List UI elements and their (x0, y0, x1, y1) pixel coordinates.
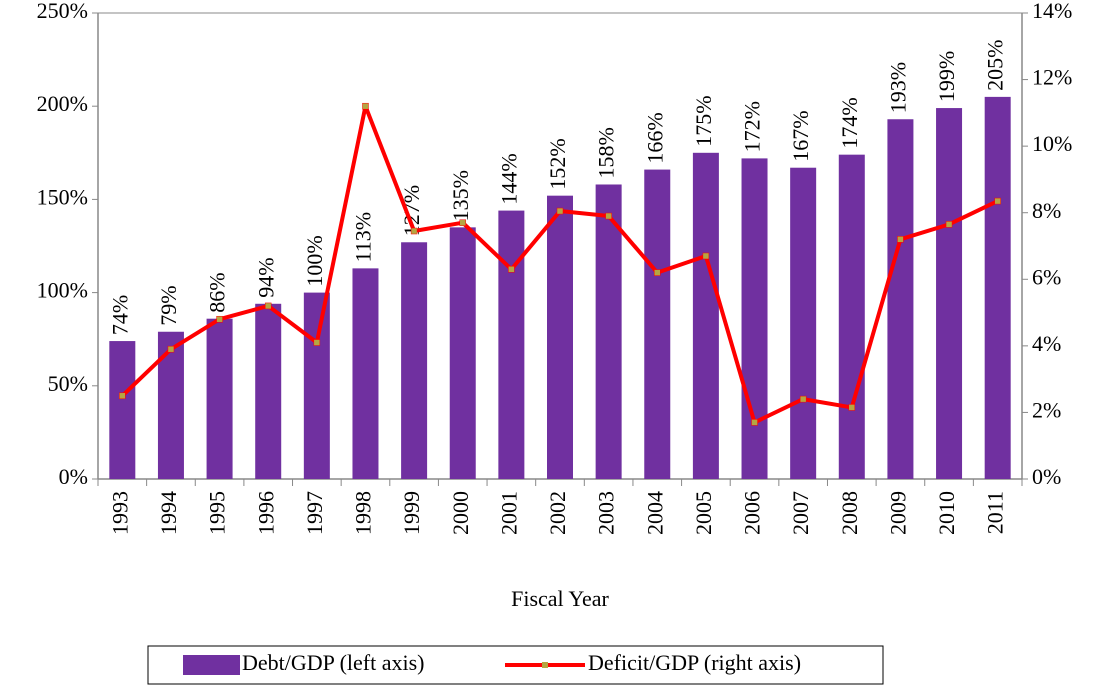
bar (157, 331, 184, 479)
bar (449, 227, 476, 479)
y2-tick-label: 0% (1032, 464, 1061, 489)
data-label: 193% (885, 62, 910, 113)
data-label: 79% (156, 285, 181, 325)
bar (352, 268, 379, 479)
x-tick-label: 1995 (205, 491, 230, 535)
x-tick-label: 2005 (691, 491, 716, 535)
marker (654, 269, 661, 276)
marker (848, 404, 856, 411)
x-tick-label: 2004 (642, 491, 667, 535)
x-tick-label: 1993 (107, 491, 132, 535)
bar (401, 242, 428, 479)
data-label: 205% (983, 40, 1008, 91)
marker (508, 266, 515, 273)
y2-tick-label: 6% (1032, 264, 1061, 289)
bar (790, 167, 817, 479)
x-tick-label: 1998 (351, 491, 376, 535)
marker (119, 392, 126, 400)
data-label: 100% (302, 235, 327, 286)
marker (799, 395, 807, 403)
marker (216, 315, 223, 323)
data-label: 135% (448, 170, 473, 221)
y2-tick-label: 10% (1032, 131, 1072, 156)
x-tick-label: 2010 (934, 491, 959, 535)
data-label: 86% (205, 272, 230, 312)
bar (887, 119, 914, 480)
bar (984, 96, 1011, 479)
bar (109, 341, 136, 479)
data-label: 152% (545, 138, 570, 189)
data-label: 172% (740, 101, 765, 152)
bar (498, 210, 525, 480)
legend-marker (542, 662, 548, 668)
data-label: 167% (788, 110, 813, 161)
data-label: 74% (107, 295, 132, 335)
data-label: 166% (642, 112, 667, 163)
x-tick-label: 2007 (788, 491, 813, 535)
marker (459, 219, 466, 226)
data-label: 144% (496, 153, 521, 204)
x-tick-label: 1999 (399, 491, 424, 535)
y-tick-label: 0% (59, 464, 88, 489)
bar (644, 169, 671, 480)
y2-tick-label: 8% (1032, 198, 1061, 223)
x-tick-label: 2001 (496, 491, 521, 535)
legend-swatch (183, 655, 240, 675)
marker (897, 236, 904, 243)
y-tick-label: 100% (37, 278, 88, 303)
bar (838, 154, 865, 479)
data-label: 174% (837, 97, 862, 148)
data-label: 158% (594, 127, 619, 178)
x-tick-label: 1997 (302, 491, 327, 535)
bar (303, 292, 330, 479)
marker (702, 252, 710, 260)
legend-box (147, 645, 884, 685)
x-tick-label: 1994 (156, 491, 181, 535)
data-label: 175% (691, 95, 716, 146)
y2-tick-label: 4% (1032, 331, 1061, 356)
marker (264, 302, 272, 310)
marker (994, 197, 1001, 205)
bar (255, 303, 282, 479)
y2-tick-label: 2% (1032, 397, 1061, 422)
marker (556, 207, 564, 215)
x-tick-label: 2009 (885, 491, 910, 535)
data-label: 199% (934, 51, 959, 102)
x-tick-label: 2003 (594, 491, 619, 535)
bar (595, 184, 622, 479)
data-label: 113% (351, 212, 376, 263)
bar (692, 152, 719, 480)
marker (362, 102, 369, 110)
x-tick-label: 1996 (253, 491, 278, 535)
y-tick-label: 150% (37, 184, 88, 209)
marker (605, 212, 612, 220)
marker (751, 419, 758, 426)
x-tick-label: 2002 (545, 491, 570, 535)
y-tick-label: 50% (48, 371, 88, 396)
bar (206, 318, 233, 479)
y-tick-label: 250% (37, 0, 88, 23)
x-axis-title: Fiscal Year (511, 586, 609, 611)
y-tick-label: 200% (37, 91, 88, 116)
marker (167, 345, 175, 353)
marker (945, 221, 953, 228)
legend-label: Debt/GDP (left axis) (242, 650, 424, 675)
marker (313, 339, 321, 346)
x-tick-label: 2000 (448, 491, 473, 535)
x-tick-label: 2006 (740, 491, 765, 535)
y2-tick-label: 14% (1032, 0, 1072, 23)
x-tick-label: 2008 (837, 491, 862, 535)
data-label: 94% (253, 257, 278, 297)
marker (410, 227, 418, 235)
legend-label: Deficit/GDP (right axis) (588, 650, 801, 675)
bar (936, 108, 963, 480)
bar (547, 195, 573, 479)
x-tick-label: 2011 (983, 491, 1008, 534)
y2-tick-label: 12% (1032, 65, 1072, 90)
bar (741, 158, 768, 479)
